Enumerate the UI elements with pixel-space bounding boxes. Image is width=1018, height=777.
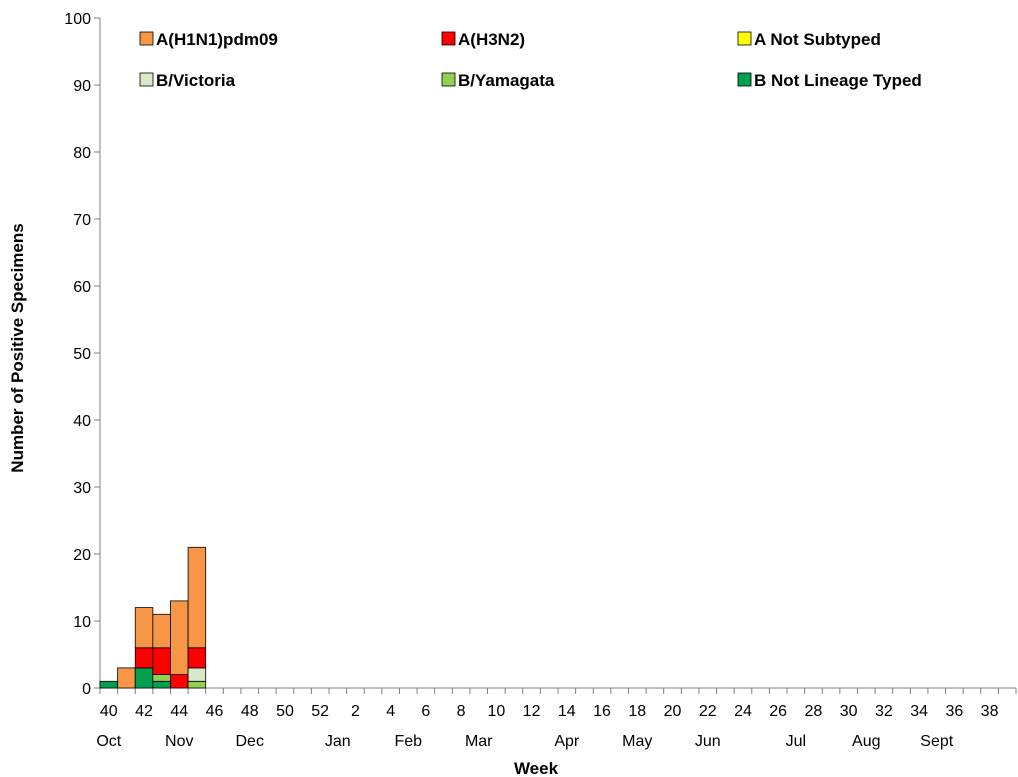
legend-swatch	[441, 72, 456, 87]
x-tick-label: 52	[311, 703, 329, 720]
legend-label: B Not Lineage Typed	[754, 71, 922, 90]
legend-item: A Not Subtyped	[737, 30, 881, 49]
y-axis-title: Number of Positive Specimens	[8, 223, 27, 472]
bar-segment	[134, 667, 154, 689]
x-tick-label: 12	[523, 703, 541, 720]
x-tick-label: 26	[769, 703, 787, 720]
bar-segment	[152, 647, 171, 675]
bar-segment	[187, 546, 207, 649]
month-label: Aug	[852, 733, 880, 750]
month-label: Mar	[465, 733, 493, 750]
x-tick-label: 2	[351, 703, 360, 720]
y-tick-label: 100	[64, 11, 91, 28]
bar-segment	[187, 680, 207, 689]
x-tick-label: 10	[487, 703, 505, 720]
month-label: Feb	[394, 733, 422, 750]
y-tick-label: 0	[82, 681, 91, 698]
x-tick-label: 16	[593, 703, 611, 720]
legend-label: B/Yamagata	[458, 71, 555, 90]
x-tick-label: 6	[421, 703, 430, 720]
x-tick-label: 48	[241, 703, 259, 720]
bar-segment	[187, 647, 207, 669]
bar-segment	[187, 667, 207, 682]
y-tick-label: 60	[73, 279, 91, 296]
legend-swatch	[737, 31, 752, 46]
x-tick-label: 28	[805, 703, 823, 720]
y-tick-label: 90	[73, 78, 91, 95]
bar-segment	[99, 680, 119, 689]
bar-segment	[152, 680, 171, 689]
x-tick-label: 30	[840, 703, 858, 720]
y-tick-label: 70	[73, 212, 91, 229]
x-tick-label: 34	[910, 703, 928, 720]
month-label: Dec	[236, 733, 264, 750]
x-tick-label: 8	[457, 703, 466, 720]
month-label: Nov	[165, 733, 193, 750]
x-tick-label: 38	[981, 703, 999, 720]
month-label: Jun	[695, 733, 721, 750]
x-tick-label: 44	[170, 703, 188, 720]
legend-swatch	[441, 31, 456, 46]
month-label: Apr	[554, 733, 580, 750]
bar-segment	[134, 607, 154, 649]
x-tick-label: 14	[558, 703, 576, 720]
legend: A(H1N1)pdm09 A(H3N2) A Not Subtyped B/Victo…	[139, 30, 922, 90]
x-tick-label: 36	[945, 703, 963, 720]
x-tick-label: 20	[664, 703, 682, 720]
bar-segment	[170, 674, 189, 689]
legend-swatch	[737, 72, 752, 87]
y-tick-label: 80	[73, 145, 91, 162]
legend-item: B/Yamagata	[441, 71, 555, 90]
bar-segment	[117, 667, 136, 689]
x-tick-label: 42	[135, 703, 153, 720]
legend-item: A(H3N2)	[441, 30, 525, 49]
x-tick-label: 40	[100, 703, 118, 720]
month-label: Jan	[325, 733, 351, 750]
x-tick-label: 24	[734, 703, 752, 720]
x-tick-label: 22	[699, 703, 717, 720]
legend-label: A(H3N2)	[458, 30, 525, 49]
bar-segment	[152, 613, 171, 649]
y-tick-label: 50	[73, 346, 91, 363]
x-tick-label: 18	[628, 703, 646, 720]
month-label: May	[622, 733, 652, 750]
month-label: Sept	[920, 733, 953, 750]
legend-item: B Not Lineage Typed	[737, 71, 922, 90]
month-label: Oct	[96, 733, 121, 750]
x-tick-label: 4	[386, 703, 395, 720]
bar-segment	[152, 674, 171, 682]
y-tick-label: 10	[73, 614, 91, 631]
month-label: Jul	[786, 733, 806, 750]
x-tick-label: 32	[875, 703, 893, 720]
legend-item: B/Victoria	[139, 71, 236, 90]
legend-label: B/Victoria	[156, 71, 236, 90]
legend-swatch	[139, 72, 154, 87]
bars	[99, 546, 207, 689]
legend-item: A(H1N1)pdm09	[139, 30, 278, 49]
x-tick-label: 46	[206, 703, 224, 720]
y-tick-label: 40	[73, 413, 91, 430]
legend-label: A Not Subtyped	[754, 30, 881, 49]
legend-swatch	[139, 31, 154, 46]
bar-segment	[134, 647, 154, 669]
x-axis-title: Week	[514, 759, 559, 777]
y-tick-label: 20	[73, 547, 91, 564]
legend-label: A(H1N1)pdm09	[156, 30, 278, 49]
y-tick-label: 30	[73, 480, 91, 497]
x-tick-label: 50	[276, 703, 294, 720]
bar-segment	[170, 600, 189, 676]
